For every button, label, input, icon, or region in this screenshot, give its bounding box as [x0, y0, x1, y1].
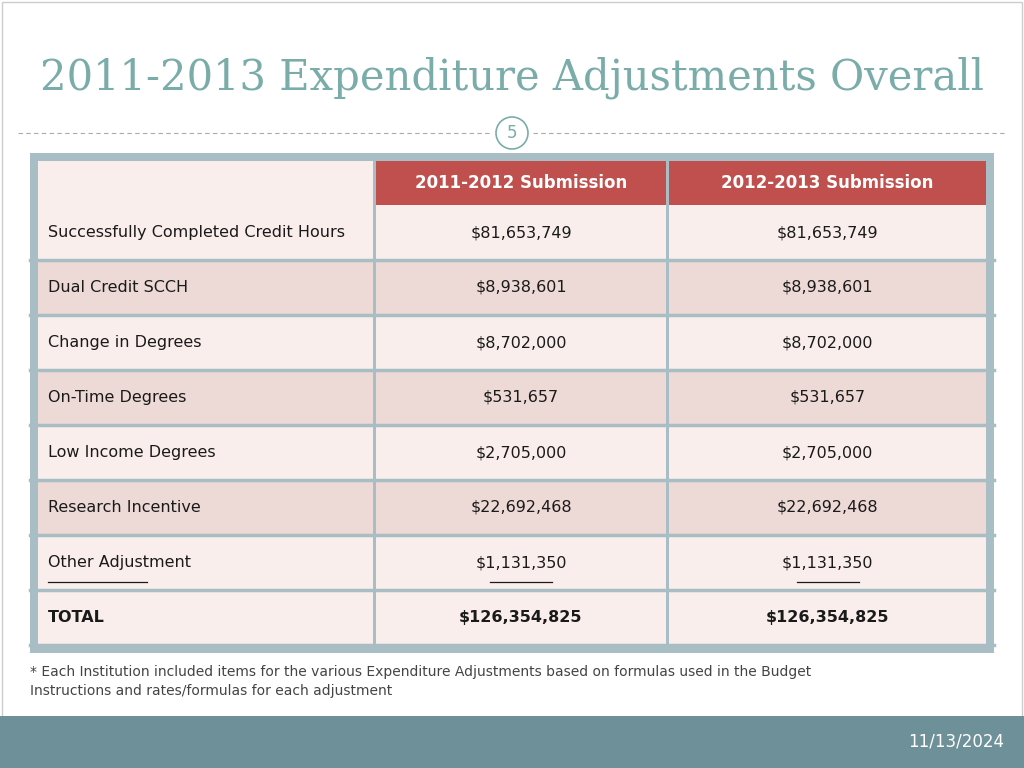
- FancyBboxPatch shape: [38, 315, 373, 370]
- Text: 5: 5: [507, 124, 517, 142]
- FancyBboxPatch shape: [376, 590, 666, 645]
- Text: * Each Institution included items for the various Expenditure Adjustments based : * Each Institution included items for th…: [30, 665, 811, 699]
- Text: $8,702,000: $8,702,000: [781, 335, 873, 350]
- Text: Successfully Completed Credit Hours: Successfully Completed Credit Hours: [48, 225, 345, 240]
- FancyBboxPatch shape: [376, 480, 666, 535]
- FancyBboxPatch shape: [376, 370, 666, 425]
- FancyBboxPatch shape: [669, 480, 986, 535]
- FancyBboxPatch shape: [0, 716, 1024, 768]
- Text: $531,657: $531,657: [483, 390, 559, 405]
- Text: $81,653,749: $81,653,749: [470, 225, 571, 240]
- Text: On-Time Degrees: On-Time Degrees: [48, 390, 186, 405]
- FancyBboxPatch shape: [38, 205, 373, 260]
- FancyBboxPatch shape: [376, 260, 666, 315]
- Text: Dual Credit SCCH: Dual Credit SCCH: [48, 280, 188, 295]
- FancyBboxPatch shape: [376, 535, 666, 590]
- FancyBboxPatch shape: [38, 590, 373, 645]
- Text: Research Incentive: Research Incentive: [48, 500, 201, 515]
- FancyBboxPatch shape: [669, 535, 986, 590]
- FancyBboxPatch shape: [376, 315, 666, 370]
- Text: Change in Degrees: Change in Degrees: [48, 335, 202, 350]
- Text: 2011-2013 Expenditure Adjustments Overall: 2011-2013 Expenditure Adjustments Overal…: [40, 57, 984, 99]
- FancyBboxPatch shape: [30, 153, 994, 653]
- Text: $1,131,350: $1,131,350: [475, 555, 566, 570]
- FancyBboxPatch shape: [376, 425, 666, 480]
- FancyBboxPatch shape: [38, 260, 373, 315]
- Text: $2,705,000: $2,705,000: [781, 445, 873, 460]
- FancyBboxPatch shape: [38, 161, 373, 205]
- Text: $2,705,000: $2,705,000: [475, 445, 566, 460]
- FancyBboxPatch shape: [669, 205, 986, 260]
- Text: $8,702,000: $8,702,000: [475, 335, 566, 350]
- Text: $126,354,825: $126,354,825: [459, 610, 583, 625]
- FancyBboxPatch shape: [669, 590, 986, 645]
- FancyBboxPatch shape: [376, 205, 666, 260]
- FancyBboxPatch shape: [38, 425, 373, 480]
- Text: $8,938,601: $8,938,601: [781, 280, 873, 295]
- Text: Low Income Degrees: Low Income Degrees: [48, 445, 216, 460]
- Text: 2012-2013 Submission: 2012-2013 Submission: [721, 174, 934, 192]
- FancyBboxPatch shape: [669, 315, 986, 370]
- Text: $1,131,350: $1,131,350: [781, 555, 873, 570]
- FancyBboxPatch shape: [669, 425, 986, 480]
- Text: 11/13/2024: 11/13/2024: [908, 733, 1004, 751]
- Text: Other Adjustment: Other Adjustment: [48, 555, 191, 570]
- Text: $531,657: $531,657: [790, 390, 865, 405]
- Text: $8,938,601: $8,938,601: [475, 280, 567, 295]
- FancyBboxPatch shape: [38, 480, 373, 535]
- FancyBboxPatch shape: [38, 535, 373, 590]
- Text: 2011-2012 Submission: 2011-2012 Submission: [415, 174, 627, 192]
- FancyBboxPatch shape: [669, 370, 986, 425]
- FancyBboxPatch shape: [669, 260, 986, 315]
- Text: $126,354,825: $126,354,825: [766, 610, 889, 625]
- Text: $22,692,468: $22,692,468: [470, 500, 571, 515]
- FancyBboxPatch shape: [38, 370, 373, 425]
- Text: $81,653,749: $81,653,749: [776, 225, 879, 240]
- Text: $22,692,468: $22,692,468: [776, 500, 879, 515]
- Text: TOTAL: TOTAL: [48, 610, 104, 625]
- FancyBboxPatch shape: [669, 161, 986, 205]
- FancyBboxPatch shape: [376, 161, 666, 205]
